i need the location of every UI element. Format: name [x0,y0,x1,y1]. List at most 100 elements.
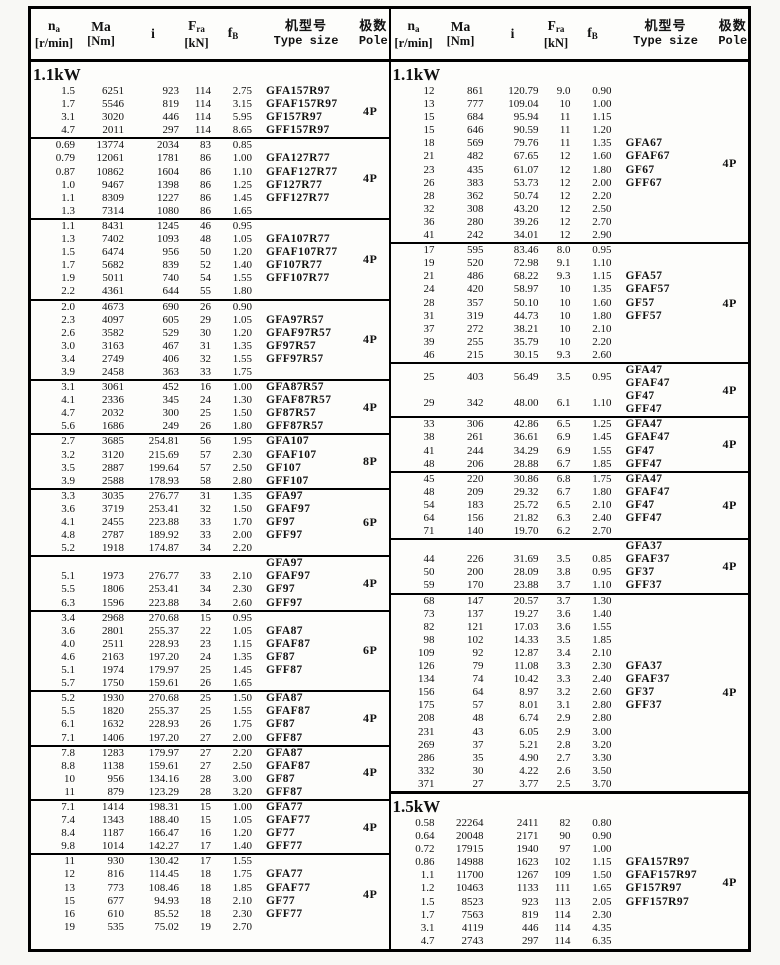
cell-ma: 879 [107,785,125,798]
cell-ma: 22264 [456,816,484,829]
cell-type-size: GFA97R57 [266,313,324,326]
cell-i: 68.22 [513,270,539,283]
table-row: 1.1 11700 1267 109 1.50 GFAF157R97 [391,869,721,882]
cell-type-size: GFA77 [266,800,303,813]
cell-fra: 3.3 [556,673,571,686]
cell-fra: 6.9 [556,431,571,444]
cell-fb: 1.45 [592,431,612,444]
cell-ma: 280 [467,215,484,228]
cell-fb: 1.50 [592,869,612,882]
cell-fb: 1.80 [592,485,612,498]
cell-fra: 3.6 [556,620,571,633]
cell-fb: 2.30 [232,583,252,596]
cell-ma: 9467 [102,178,124,191]
cell-fra: 55 [200,285,211,298]
cell-type-size: GFA37 [625,660,663,673]
cell-i: 95.94 [513,111,539,124]
cell-fra: 2.8 [556,738,571,751]
cell-ma: 37 [472,738,484,751]
cell-type-size [254,855,361,868]
cell-fra: 58 [200,474,211,487]
table-row: 17 595 83.46 8.0 0.95 [391,244,721,257]
cell-ma [437,540,485,553]
cell-na: 2.0 [61,300,75,313]
cell-i: 1133 [516,882,539,895]
cell-ma: 1750 [102,677,124,690]
table-row: 1.3 7402 1093 48 1.05 GFA107R77 [31,233,361,246]
cell-type-size: GFF87 [266,731,303,744]
cell-i: 4.90 [519,751,539,764]
cell-na: 0.86 [415,856,435,869]
cell-fra: 31 [200,489,211,502]
cell-na: 46 [423,348,435,361]
cell-fb: 2.30 [592,908,612,921]
cell-ma: 209 [467,485,484,498]
table-row: 1.3 7314 1080 86 1.65 [31,205,361,218]
table-row: 2.2 4361 644 55 1.80 [31,285,361,298]
cell-fra: 3.5 [556,633,571,646]
cell-i: 8.01 [519,699,539,712]
cell-type-size: GFA47 GFAF47 [614,364,721,390]
cell-i: 159.61 [148,759,179,772]
cell-na: 21 [423,270,435,283]
table-row: 33 306 42.86 6.5 1.25 GFA47 [391,418,721,431]
table-row: 0.79 12061 1781 86 1.00 GFA127R77 [31,152,361,165]
cell-ma: 420 [467,283,484,296]
table-row: 3.6 3719 253.41 32 1.50 GFAF97 [31,503,361,516]
pole-label: 4P [363,171,378,186]
cell-i: 255.37 [148,705,179,718]
gearmotor-group: 1.1 8431 1245 46 0.95 1.3 7402 1093 48 1.05 GFA107… [31,220,389,301]
cell-fb: 0.95 [592,566,612,579]
cell-na: 4.0 [61,637,75,650]
cell-ma: 3163 [102,339,124,352]
cell-na: 21 [423,150,435,163]
cell-fb: 1.10 [592,397,612,410]
cell-i: 2171 [516,830,539,843]
table-left-column: 1.1kW 1.5 6251 923 114 2.75 GFA157R97 1.7 5546 81… [31,62,389,949]
table-row: 1.2 10463 1133 111 1.65 GF157R97 [391,882,721,895]
cell-type-size: GFF57 [625,309,662,322]
cell-na: 1.9 [61,272,75,285]
table-row: 1.1 8309 1227 86 1.45 GFF127R77 [31,192,361,205]
cell-type-size: GF57 [625,296,655,309]
gearmotor-group: 5.2 1930 270.68 25 1.50 GFA87 5.5 1820 255.37 25 1… [31,692,389,747]
cell-type-size: GFA87 [266,624,303,637]
cell-na: 2.2 [61,285,75,298]
cell-fra: 11 [559,124,571,137]
cell-na: 231 [418,725,435,738]
cell-na: 50 [423,566,435,579]
cell-fra: 54 [200,272,211,285]
cell-na: 5.2 [61,692,75,705]
table-row: 4.7 2032 300 25 1.50 GF87R57 [31,407,361,420]
cell-ma: 1014 [102,840,124,853]
cell-na: 18 [423,137,435,150]
cell-fra: 26 [200,300,211,313]
cell-ma: 2801 [102,624,124,637]
cell-i: 1245 [157,219,179,232]
cell-i: 197.20 [148,731,179,744]
cell-na: 41 [423,229,435,242]
cell-ma: 4673 [102,300,124,313]
cell-ma: 1930 [102,692,124,705]
cell-type-size: GFA87R57 [266,381,324,394]
cell-ma: 156 [467,512,484,524]
cell-na: 13 [64,881,75,894]
cell-i: 17.03 [513,620,539,633]
cell-ma: 2743 [461,934,484,947]
cell-type-size: GFF87 [266,664,303,677]
cell-type-size: GFAF97 [266,502,311,515]
cell-type-size: GF77 [266,827,296,840]
cell-ma: 2011 [102,124,124,137]
cell-type-size: GFF107R77 [266,272,330,285]
cell-fb: 1.40 [232,840,252,853]
cell-fb: 8.65 [232,124,252,137]
cell-fb: 2.60 [592,348,612,361]
cell-na: 1.0 [61,178,75,191]
col-header-na: na [r/min] [394,17,433,50]
table-row: 5.7 1750 159.61 26 1.65 [31,677,361,690]
table-row: 156 64 8.97 3.2 2.60 GF37 [391,686,721,699]
table-row: 0.58 22264 2411 82 0.80 [391,817,721,830]
table-row: 1.5 6251 923 114 2.75 GFA157R97 [31,85,361,98]
cell-type-size [614,257,721,270]
cell-na: 25 [423,370,435,383]
